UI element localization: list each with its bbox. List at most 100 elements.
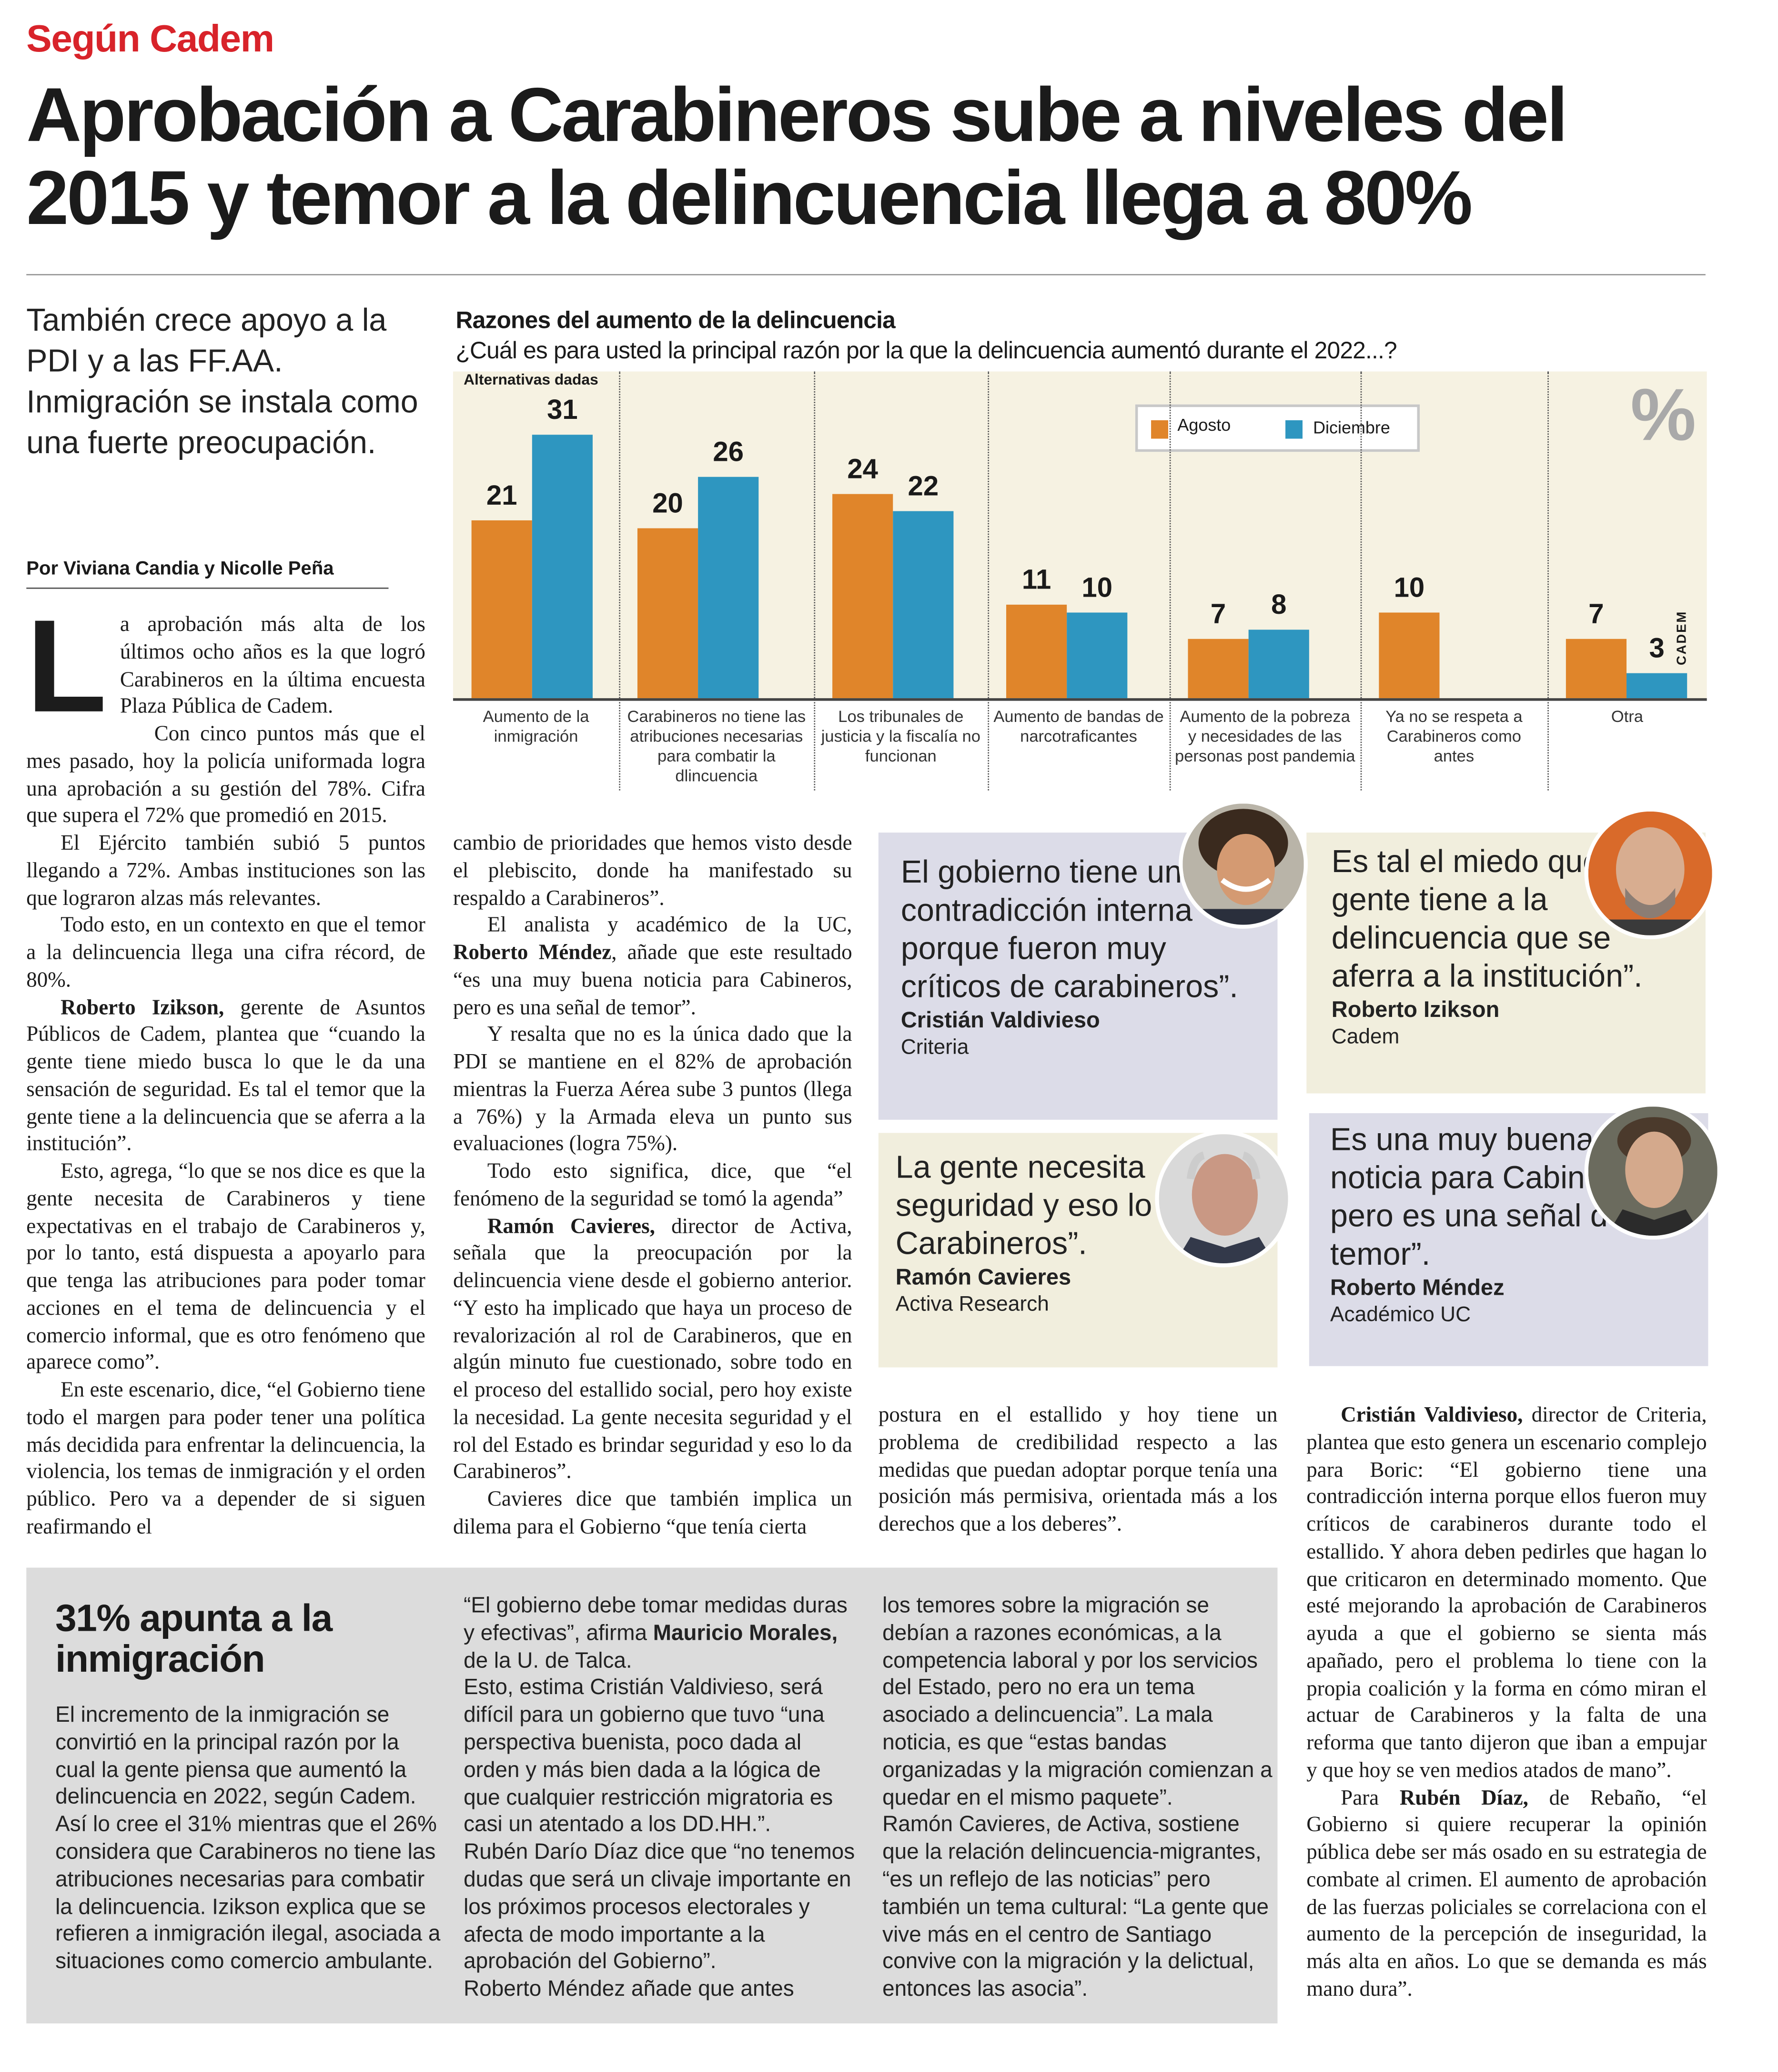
bold-name: Cristián Valdivieso, — [1341, 1402, 1523, 1427]
bar-agosto — [1188, 639, 1249, 699]
drop-cap: L — [26, 592, 107, 741]
quote-text: El gobierno tiene una contradicción inte… — [900, 855, 1238, 1006]
sidebar-column-3: los temores sobre la migración se debían… — [882, 1593, 1275, 2003]
category-label: Ya no se respeta a Carabineros como ante… — [1385, 707, 1523, 766]
text-run: El analista y académico de la UC, — [487, 912, 852, 937]
paragraph: Ramón Cavieres, director de Activa, seña… — [453, 1213, 852, 1486]
paragraph: Todo esto significa, dice, que “el fenóm… — [453, 1158, 852, 1213]
avatar-mendez — [1584, 1102, 1722, 1240]
paragraph: Con cinco puntos más que el mes pasado, … — [26, 721, 425, 830]
avatar-valdivieso — [1179, 799, 1308, 929]
paragraph: Y resalta que no es la única dado que la… — [453, 1021, 852, 1158]
avatar-cavieres — [1155, 1130, 1292, 1268]
quote-role: Criteria — [900, 1036, 969, 1059]
text-run: de la U. de Talca. — [464, 1647, 632, 1673]
text-run: Para — [1341, 1784, 1400, 1809]
person-photo-icon — [1588, 1107, 1717, 1236]
person-photo-icon — [1588, 811, 1712, 935]
quote-author: Cristián Valdivieso — [900, 1007, 1100, 1033]
chart-group-divider — [988, 371, 990, 791]
percent-unit-label: % — [1630, 373, 1696, 456]
text-run: gerente de Asuntos Públicos de Cadem, pl… — [26, 994, 425, 1156]
text-run: En este escenario, dice, “el Gobierno ti… — [26, 1376, 425, 1539]
bold-name: Roberto Izikson, — [61, 994, 224, 1019]
legend-label-agosto: Agosto — [1177, 415, 1231, 435]
article-column-3: postura en el estallido y hoy tiene un p… — [879, 1402, 1278, 1538]
paragraph: a aprobación más alta de los últimos och… — [26, 611, 425, 721]
bold-name: Mauricio Morales, — [653, 1620, 838, 1645]
text-run: director de Criteria, plantea que esto g… — [1306, 1402, 1707, 1782]
bar-agosto — [1379, 613, 1440, 699]
bar-diciembre — [698, 477, 759, 699]
data-label: 3 — [1649, 633, 1665, 664]
paragraph: El incremento de la inmigración se convi… — [55, 1702, 444, 1976]
section-kicker: Según Cadem — [26, 18, 274, 61]
text-run: a aprobación más alta de los últimos och… — [120, 611, 425, 719]
chart-group-divider — [814, 371, 816, 791]
chart-subtitle: ¿Cuál es para usted la principal razón p… — [455, 337, 1397, 364]
chart-source: CADEM — [1675, 610, 1690, 666]
bar-agosto — [832, 494, 893, 699]
data-label: 22 — [908, 471, 939, 502]
paragraph: Esto, estima Cristián Valdivieso, será d… — [464, 1675, 859, 1839]
data-label: 7 — [1210, 599, 1226, 630]
bar-diciembre — [893, 511, 954, 699]
text-run: de Rebaño, “el Gobierno si quiere recupe… — [1306, 1784, 1707, 2001]
bold-name: Roberto Méndez — [453, 939, 612, 965]
data-label: 7 — [1588, 599, 1604, 630]
data-label: 24 — [847, 455, 878, 485]
sidebar-heading: 31% apunta a la inmigración — [55, 1598, 333, 1681]
data-label: 10 — [1081, 573, 1113, 604]
category-label: Aumento de la inmigración — [483, 707, 589, 746]
paragraph: cambio de prioridades que hemos visto de… — [453, 830, 852, 912]
text-run: Rubén Darío Díaz dice que “no tenemos du… — [464, 1839, 855, 1974]
category-label: Carabineros no tiene las atribuciones ne… — [627, 707, 806, 785]
sidebar-column-2: “El gobierno debe tomar medidas duras y … — [464, 1593, 859, 2003]
paragraph: El analista y académico de la UC, Robert… — [453, 912, 852, 1021]
data-label: 11 — [1021, 565, 1051, 596]
text-run: Cavieres dice que también implica un dil… — [453, 1486, 852, 1539]
text-run: Esto, estima Cristián Valdivieso, será d… — [464, 1675, 833, 1837]
chart-group-divider — [1169, 371, 1171, 791]
quote-author: Roberto Méndez — [1330, 1275, 1505, 1300]
category-label: Otra — [1611, 707, 1644, 726]
data-label: 10 — [1394, 573, 1425, 604]
quote-text: Es tal el miedo que la gente tiene a la … — [1331, 844, 1643, 995]
text-run: Roberto Méndez añade que antes — [464, 1976, 794, 2001]
legend-swatch-agosto — [1151, 420, 1169, 439]
article-column-4: Cristián Valdivieso, director de Criteri… — [1306, 1402, 1707, 2003]
paragraph: Cristián Valdivieso, director de Criteri… — [1306, 1402, 1707, 1784]
legend-label-diciembre: Diciembre — [1313, 417, 1390, 437]
byline: Por Viviana Candia y Nicolle Peña — [26, 559, 389, 589]
bold-name: Rubén Díaz, — [1399, 1784, 1528, 1809]
text-run: Esto, agrega, “lo que se nos dice es que… — [26, 1158, 425, 1374]
text-run: postura en el estallido y hoy tiene un p… — [878, 1402, 1278, 1536]
avatar-izikson — [1584, 807, 1717, 940]
data-label: 8 — [1271, 590, 1287, 621]
header-rule — [26, 274, 1706, 275]
bar-diciembre — [1067, 613, 1128, 699]
chart-legend: Agosto Diciembre — [1135, 404, 1420, 452]
category-label: Aumento de bandas de narcotraficantes — [993, 707, 1164, 746]
article-column-2: cambio de prioridades que hemos visto de… — [453, 830, 852, 1541]
paragraph: “El gobierno debe tomar medidas duras y … — [464, 1593, 859, 1675]
text-run: “El gobierno debe tomar medidas duras y … — [464, 1593, 848, 1645]
data-label: 21 — [486, 480, 517, 511]
headline: Aprobación a Carabineros sube a niveles … — [26, 72, 1568, 241]
paragraph: Roberto Izikson, gerente de Asuntos Públ… — [26, 994, 425, 1158]
legend-swatch-diciembre — [1285, 420, 1303, 439]
text-run: Con cinco puntos más que el mes pasado, … — [26, 721, 425, 828]
data-label: 26 — [713, 437, 744, 468]
paragraph: postura en el estallido y hoy tiene un p… — [879, 1402, 1278, 1538]
bar-agosto — [1006, 604, 1067, 699]
chart-title: Razones del aumento de la delincuencia — [455, 307, 895, 334]
chart-group-divider — [619, 371, 621, 791]
paragraph: los temores sobre la migración se debían… — [882, 1593, 1275, 1812]
text-run: , añade que este resultado “es una muy b… — [453, 939, 852, 1019]
text-run: cambio de prioridades que hemos visto de… — [453, 830, 852, 910]
text-run: El Ejército también subió 5 puntos llega… — [26, 830, 425, 910]
article-column-1: L a aprobación más alta de los últimos o… — [26, 592, 425, 1541]
paragraph: Rubén Darío Díaz dice que “no tenemos du… — [464, 1839, 859, 1976]
bar-agosto — [637, 528, 698, 699]
